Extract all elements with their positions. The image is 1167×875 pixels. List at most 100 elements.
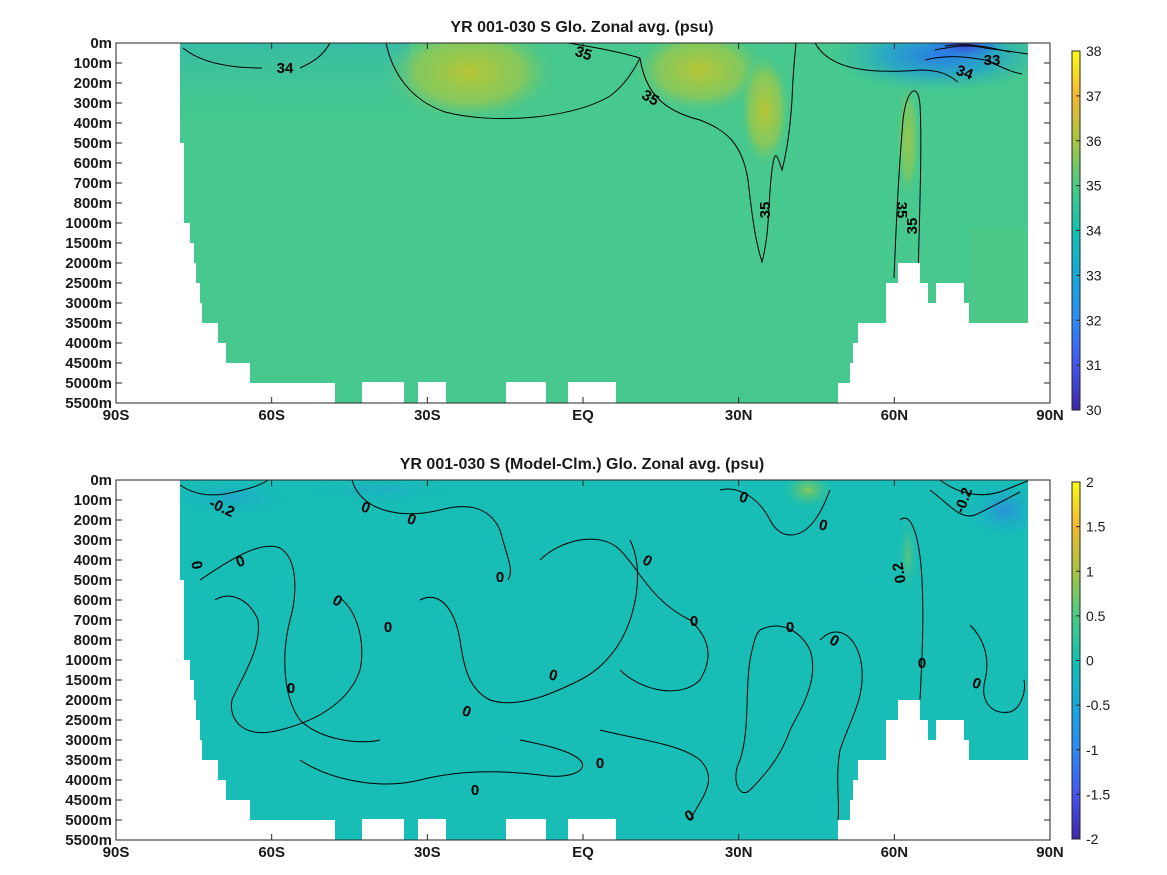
top-land-ridge-a xyxy=(362,382,404,403)
bottom-clabel-16: 0.2 xyxy=(889,561,909,584)
y-tick-label: 2000m xyxy=(65,255,112,272)
top-land-ridge-d xyxy=(568,382,616,403)
bottom-colorbar-ticks: 2 1.5 1 0.5 0 -0.5 -1 -1.5 -2 xyxy=(1076,474,1110,847)
y-tick-label: 400m xyxy=(74,115,112,132)
x-tick-label: 60N xyxy=(881,407,909,424)
y-tick-label: 0m xyxy=(90,472,112,489)
y-tick-label: 2500m xyxy=(65,275,112,292)
y-tick-label: 4500m xyxy=(65,792,112,809)
top-contour-35-tongue xyxy=(639,42,797,264)
bottom-contour-h xyxy=(735,625,814,793)
colorbar-tick-label: 30 xyxy=(1086,402,1102,418)
top-clabel-2: 35 xyxy=(639,87,662,110)
bottom-contour-c xyxy=(214,595,363,734)
colorbar-tick-label: -1 xyxy=(1086,742,1099,758)
bottom-land-ridge-d xyxy=(568,819,616,840)
y-tick-label: 800m xyxy=(74,632,112,649)
x-tick-label: 90S xyxy=(103,844,130,861)
y-tick-label: 1500m xyxy=(65,235,112,252)
bottom-contour-j xyxy=(899,517,924,701)
top-clabel-3: 33 xyxy=(984,52,1001,69)
x-tick-label: EQ xyxy=(572,407,594,424)
bottom-y-axis: 0m 100m 200m 300m 400m 500m 600m 700m 800m 1000m 1… xyxy=(65,472,1050,849)
colorbar-tick-label: 0 xyxy=(1086,653,1094,669)
y-tick-label: 3500m xyxy=(65,752,112,769)
colorbar-tick-label: -0.5 xyxy=(1086,697,1110,713)
y-tick-label: 5000m xyxy=(65,375,112,392)
colorbar-tick-label: 33 xyxy=(1086,267,1102,283)
top-contour-34-arctic xyxy=(924,56,1023,75)
top-title: YR 001-030 S Glo. Zonal avg. (psu) xyxy=(450,19,713,36)
bottom-land-northern xyxy=(838,480,1050,840)
y-tick-label: 5000m xyxy=(65,812,112,829)
top-contour-33-a xyxy=(934,45,1029,55)
x-tick-label: 90N xyxy=(1036,844,1064,861)
colorbar-tick-label: 38 xyxy=(1086,43,1102,59)
colorbar-tick-label: 36 xyxy=(1086,133,1102,149)
y-tick-label: 1000m xyxy=(65,652,112,669)
top-subtropical-north xyxy=(630,43,770,115)
bottom-contour-n xyxy=(719,488,831,536)
y-tick-label: 700m xyxy=(74,612,112,629)
top-panel: YR 001-030 S Glo. Zonal avg. (psu) xyxy=(65,19,1102,424)
bottom-contours xyxy=(179,479,1029,821)
bottom-contour-e xyxy=(539,538,709,692)
top-clabel-1: 35 xyxy=(573,43,594,64)
bottom-contour-i xyxy=(819,631,863,821)
colorbar-tick-label: 1 xyxy=(1086,563,1094,579)
bottom-contour-k xyxy=(929,489,1021,517)
y-tick-label: 800m xyxy=(74,195,112,212)
y-tick-label: 500m xyxy=(74,572,112,589)
top-land-antarctica-shelf xyxy=(116,43,180,403)
top-contour-34-north xyxy=(814,42,959,83)
y-tick-label: 3000m xyxy=(65,295,112,312)
y-tick-label: 500m xyxy=(74,135,112,152)
bottom-land-antarctica xyxy=(180,580,335,840)
bottom-land-ridge-a xyxy=(362,819,404,840)
bottom-land-mask xyxy=(116,480,1050,840)
top-colorbar-ticks: 30 31 32 33 34 35 36 37 38 xyxy=(1076,43,1102,418)
bottom-land-antarctica-shelf xyxy=(116,480,180,840)
bottom-clabel-7: 0 xyxy=(384,619,392,636)
x-tick-label: 60N xyxy=(881,844,909,861)
bottom-x-axis: 90S 60S 30S EQ 30N 60N 90N xyxy=(103,480,1064,861)
bottom-panel: YR 001-030 S (Model-Clm.) Glo. Zonal avg… xyxy=(65,456,1110,861)
bottom-title: YR 001-030 S (Model-Clm.) Glo. Zonal avg… xyxy=(400,456,765,473)
y-tick-label: 4000m xyxy=(65,335,112,352)
bottom-contour-f xyxy=(299,739,583,785)
bottom-clabel-22: 0 xyxy=(471,782,479,799)
colorbar-tick-label: 31 xyxy=(1086,357,1102,373)
top-land-ridge-c xyxy=(506,382,546,403)
top-subtropical-south xyxy=(380,43,560,124)
colorbar-tick-label: 0.5 xyxy=(1086,608,1106,624)
y-tick-label: 200m xyxy=(74,75,112,92)
y-tick-label: 1000m xyxy=(65,215,112,232)
top-contour-labels: 34 35 35 33 34 35 35 35 xyxy=(277,43,1001,234)
y-tick-label: 2000m xyxy=(65,692,112,709)
top-x-axis: 90S 60S 30S EQ 30N 60N 90N xyxy=(103,43,1064,424)
bottom-land-ridge-c xyxy=(506,819,546,840)
top-clabel-0: 34 xyxy=(277,60,294,77)
top-land-mask xyxy=(116,43,1050,403)
bottom-clabel-3: 0 xyxy=(187,560,205,571)
y-tick-label: 4000m xyxy=(65,772,112,789)
bottom-contour-g xyxy=(599,729,710,821)
y-tick-label: 1500m xyxy=(65,672,112,689)
top-clabel-5: 35 xyxy=(757,202,774,219)
x-tick-label: 60S xyxy=(258,844,285,861)
bottom-clabel-19: 0 xyxy=(918,655,926,672)
y-tick-label: 700m xyxy=(74,175,112,192)
y-tick-label: 3500m xyxy=(65,315,112,332)
top-contour-35-cap xyxy=(567,42,641,59)
bottom-clabel-15: 0 xyxy=(786,619,794,636)
colorbar-tick-label: 37 xyxy=(1086,88,1102,104)
x-tick-label: 30S xyxy=(414,844,441,861)
x-tick-label: 30S xyxy=(414,407,441,424)
bottom-pos-anomaly-a xyxy=(778,480,838,512)
bottom-contour-d xyxy=(419,539,638,704)
bottom-contour-m02 xyxy=(179,479,269,496)
top-contour-33-b xyxy=(944,44,1011,53)
colorbar-tick-label: 34 xyxy=(1086,223,1102,239)
y-tick-label: 600m xyxy=(74,592,112,609)
